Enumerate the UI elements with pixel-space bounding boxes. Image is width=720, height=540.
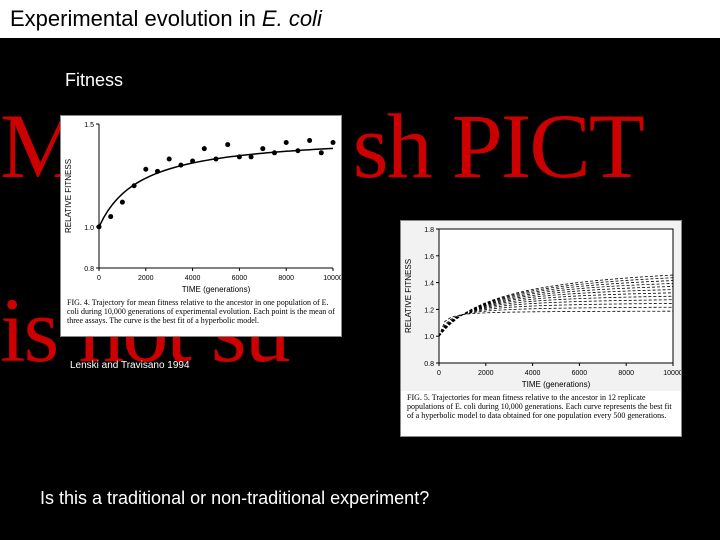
svg-text:1.2: 1.2 [424,307,434,314]
svg-text:1.4: 1.4 [424,281,434,288]
question-text: Is this a traditional or non-traditional… [40,488,429,509]
svg-text:8000: 8000 [278,275,294,282]
svg-text:1.0: 1.0 [84,225,94,232]
svg-text:RELATIVE FITNESS: RELATIVE FITNESS [64,159,73,233]
svg-text:1.6: 1.6 [424,254,434,261]
svg-text:10000: 10000 [323,275,341,282]
svg-text:1.8: 1.8 [424,227,434,234]
svg-text:0: 0 [437,370,441,377]
citation: Lenski and Travisano 1994 [70,360,190,371]
svg-text:0.8: 0.8 [424,361,434,368]
subtitle: Fitness [65,70,123,91]
svg-text:4000: 4000 [185,275,201,282]
svg-text:RELATIVE FITNESS: RELATIVE FITNESS [404,259,413,333]
title-prefix: Experimental evolution in [10,6,262,31]
svg-text:10000: 10000 [663,370,681,377]
svg-text:2000: 2000 [478,370,494,377]
svg-text:1.0: 1.0 [424,334,434,341]
svg-text:8000: 8000 [618,370,634,377]
svg-text:0.8: 0.8 [84,266,94,273]
title-italic: E. coli [262,6,322,31]
caption-left: FIG. 4. Trajectory for mean fitness rela… [61,296,341,330]
fitness-chart-single: 0 2000 4000 6000 8000 10000 0.8 1.0 1.5 RELATIVE … [60,115,342,337]
fitness-chart-replicates: 0 2000 4000 6000 8000 10000 0.8 1.0 1.2 1.4 1.6 1.8… [400,220,682,437]
slide-title: Experimental evolution in E. coli [0,0,720,38]
chart-svg-right: 0 2000 4000 6000 8000 10000 0.8 1.0 1.2 1.4 1.6 1.8… [401,221,681,391]
chart-svg-left: 0 2000 4000 6000 8000 10000 0.8 1.0 1.5 RELATIVE … [61,116,341,296]
svg-text:2000: 2000 [138,275,154,282]
svg-text:TIME (generations): TIME (generations) [522,380,591,389]
svg-text:6000: 6000 [572,370,588,377]
svg-text:TIME (generations): TIME (generations) [182,285,251,294]
svg-text:1.5: 1.5 [84,122,94,129]
svg-text:4000: 4000 [525,370,541,377]
svg-text:0: 0 [97,275,101,282]
caption-right: FIG. 5. Trajectories for mean fitness re… [401,391,681,425]
svg-text:6000: 6000 [232,275,248,282]
